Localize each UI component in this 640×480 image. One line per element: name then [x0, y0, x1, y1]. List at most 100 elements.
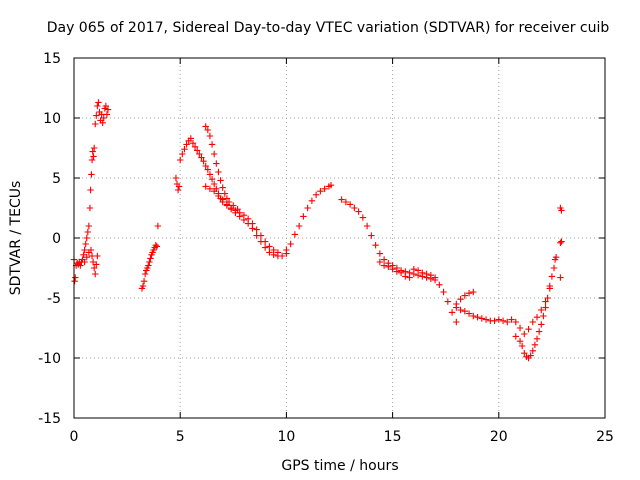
- data-point: [427, 272, 435, 279]
- data-point: [423, 270, 430, 278]
- data-point: [278, 252, 286, 260]
- data-point: [346, 201, 354, 208]
- data-point: [444, 298, 452, 305]
- y-tick-label: 0: [52, 231, 61, 247]
- data-point: [249, 220, 256, 227]
- data-point: [482, 316, 490, 323]
- data-point: [457, 306, 464, 314]
- data-point: [215, 192, 222, 200]
- data-point: [397, 269, 405, 276]
- y-tick-label: 15: [43, 51, 61, 67]
- data-point: [546, 282, 553, 290]
- data-point: [380, 262, 388, 269]
- data-point: [368, 232, 375, 239]
- plot-frame: [73, 57, 606, 419]
- data-point: [338, 196, 345, 203]
- data-point: [88, 171, 95, 178]
- data-point: [81, 258, 88, 266]
- data-point: [208, 176, 216, 183]
- data-point: [206, 132, 214, 140]
- data-point: [225, 198, 233, 206]
- data-point: [533, 314, 541, 321]
- data-point: [287, 240, 294, 248]
- data-point: [461, 308, 469, 315]
- data-point: [181, 146, 188, 153]
- data-point: [200, 158, 207, 165]
- data-point: [210, 180, 218, 188]
- data-point: [321, 185, 328, 192]
- data-point: [92, 270, 99, 278]
- data-point: [89, 148, 96, 155]
- data-point: [81, 246, 88, 254]
- data-point: [219, 184, 226, 191]
- data-point: [327, 182, 335, 189]
- data-point: [461, 292, 469, 299]
- data-point: [512, 318, 519, 326]
- data-point: [71, 278, 78, 285]
- data-point: [83, 234, 90, 242]
- data-point: [535, 328, 543, 335]
- data-point: [499, 317, 507, 324]
- data-point: [548, 273, 556, 280]
- data-point: [410, 266, 418, 273]
- data-point: [453, 318, 460, 326]
- data-point: [210, 188, 218, 195]
- data-point: [317, 188, 324, 195]
- data-point: [174, 186, 182, 194]
- data-point: [102, 102, 110, 110]
- data-point: [538, 306, 545, 314]
- data-point: [291, 231, 299, 238]
- data-point: [385, 263, 392, 270]
- data-point: [217, 177, 224, 184]
- data-point: [406, 274, 413, 281]
- data-point: [393, 268, 401, 275]
- data-point: [183, 141, 190, 148]
- data-point: [376, 258, 384, 266]
- data-point: [94, 252, 101, 260]
- data-point: [557, 274, 564, 281]
- data-point: [139, 282, 147, 290]
- data-point: [533, 335, 541, 342]
- data-point: [141, 270, 149, 278]
- grid: [74, 58, 605, 418]
- data-point: [187, 135, 195, 142]
- data-point: [508, 316, 515, 323]
- data-point: [206, 171, 214, 178]
- data-point: [172, 174, 180, 182]
- data-point: [210, 150, 218, 158]
- data-point: [295, 222, 303, 230]
- data-point: [202, 183, 209, 190]
- data-point: [99, 119, 106, 126]
- data-point: [179, 150, 186, 158]
- x-tick-label: 0: [70, 429, 79, 445]
- data-point: [189, 140, 197, 147]
- data-point: [355, 208, 362, 215]
- data-point: [83, 254, 90, 261]
- data-point: [491, 317, 498, 324]
- data-point: [84, 228, 92, 236]
- data-point: [558, 207, 565, 214]
- data-point: [240, 212, 248, 219]
- data-point: [95, 99, 102, 106]
- data-point: [103, 111, 111, 118]
- data-point: [261, 238, 269, 245]
- axis-ticks: 0 5 10 15 20 25 -15 -10 -5 0 5 10 15: [38, 51, 614, 445]
- x-tick-label: 25: [596, 429, 614, 445]
- data-point: [93, 112, 100, 119]
- data-point: [152, 242, 159, 249]
- data-point: [193, 147, 201, 154]
- data-point: [90, 144, 98, 152]
- data-point: [104, 106, 112, 113]
- data-point: [204, 126, 212, 134]
- data-point: [206, 185, 214, 192]
- data-point: [85, 222, 93, 230]
- data-point: [376, 250, 384, 257]
- data-point: [512, 333, 519, 340]
- data-point: [478, 315, 486, 322]
- data-point: [145, 262, 152, 269]
- data-point: [154, 222, 162, 230]
- y-axis-label: SDTVAR / TECUs: [8, 181, 24, 296]
- data-point: [529, 318, 536, 326]
- data-point: [414, 267, 422, 274]
